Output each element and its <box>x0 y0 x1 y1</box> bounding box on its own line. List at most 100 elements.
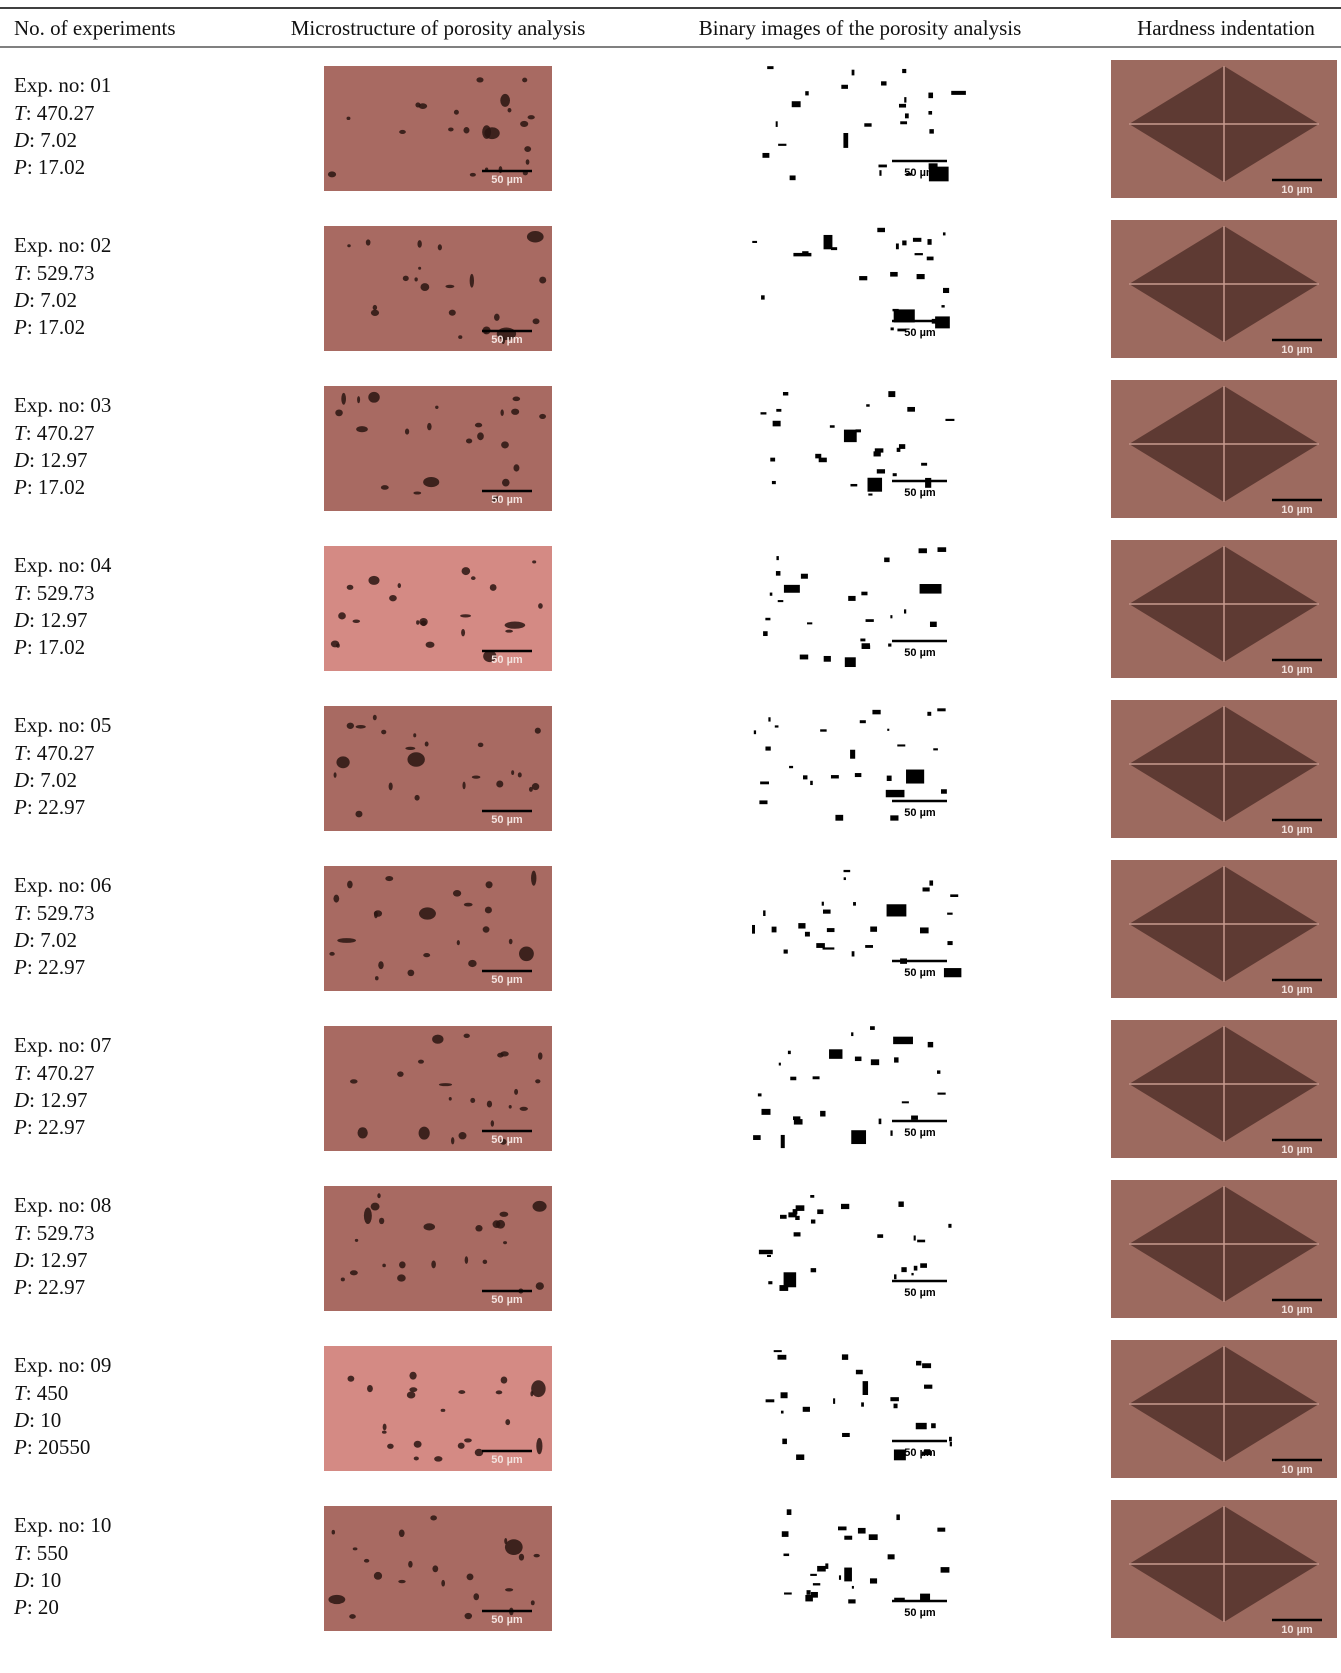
parameter-symbol: D <box>13 1568 29 1592</box>
pore <box>356 725 366 729</box>
hardness-image: 10 µm <box>1111 1340 1337 1478</box>
pore <box>869 1534 878 1540</box>
pore <box>937 1093 945 1095</box>
binary-image: 50 µm <box>754 708 947 820</box>
pore <box>914 1266 918 1271</box>
pore <box>355 1239 358 1242</box>
pore <box>776 571 781 576</box>
pore <box>929 129 933 133</box>
parameter-symbol: P <box>13 315 27 339</box>
scale-label: 50 µm <box>904 1127 936 1139</box>
pore <box>784 585 800 593</box>
pore <box>337 938 356 943</box>
pore <box>888 391 895 397</box>
parameter-value: 470.27 <box>37 741 95 765</box>
pore <box>802 251 808 256</box>
separator: : <box>29 1248 40 1272</box>
pore <box>790 1077 796 1081</box>
pore <box>441 1580 445 1587</box>
pore <box>350 1079 358 1083</box>
pore <box>532 783 539 790</box>
parameter-symbol: D <box>13 768 29 792</box>
pore <box>924 1385 932 1389</box>
pore <box>409 1387 417 1392</box>
parameter: P: 22.97 <box>13 955 85 979</box>
parameter: T: 550 <box>14 1541 68 1565</box>
pore <box>820 729 826 731</box>
pore <box>348 1376 355 1382</box>
separator: : <box>26 421 37 445</box>
parameter-value: 22.97 <box>38 795 85 819</box>
pore <box>417 240 421 248</box>
pore <box>823 910 831 914</box>
pore <box>513 397 521 402</box>
pore <box>896 1514 899 1520</box>
pore <box>805 91 808 95</box>
pore <box>827 928 835 932</box>
pore <box>825 1563 828 1568</box>
pore <box>787 1509 792 1515</box>
pore <box>487 1101 492 1108</box>
parameter-value: 12.97 <box>40 1248 87 1272</box>
pore <box>856 429 861 432</box>
pore <box>831 775 839 778</box>
pore <box>844 1536 852 1540</box>
binary-image: 50 µm <box>761 391 955 499</box>
pore <box>904 97 906 102</box>
pore <box>877 469 885 473</box>
pore <box>336 756 349 768</box>
pore <box>850 750 855 759</box>
pore <box>930 622 937 627</box>
hardness-image: 10 µm <box>1111 700 1337 838</box>
pore <box>898 1201 903 1206</box>
separator: : <box>29 768 40 792</box>
pore <box>531 1600 535 1605</box>
pore <box>838 1526 847 1530</box>
experiment-label: Exp. no: 05 <box>14 713 111 737</box>
pore <box>373 305 377 310</box>
pore <box>328 171 336 177</box>
pore <box>803 1407 810 1412</box>
pore <box>817 1566 826 1572</box>
pore <box>805 932 810 937</box>
parameter: T: 529.73 <box>14 1221 95 1245</box>
separator: : <box>26 1061 37 1085</box>
pore <box>779 1063 781 1066</box>
pore <box>940 324 949 327</box>
pore <box>473 1593 479 1600</box>
pore <box>382 1431 387 1434</box>
scale-label: 10 µm <box>1281 1304 1313 1316</box>
pore <box>844 1568 852 1582</box>
pore <box>762 153 769 158</box>
pore <box>467 1573 474 1580</box>
pore <box>902 1101 909 1103</box>
pore <box>397 1071 403 1077</box>
parameter-value: 7.02 <box>40 288 77 312</box>
experiment-label: Exp. no: 02 <box>14 233 111 257</box>
pore <box>448 127 454 131</box>
parameter-value: 529.73 <box>37 581 95 605</box>
pore <box>460 614 471 617</box>
pore <box>813 1076 820 1079</box>
separator: : <box>27 635 38 659</box>
pore <box>356 426 368 432</box>
separator: : <box>26 1541 37 1565</box>
pore <box>475 1225 482 1232</box>
pore <box>418 1060 424 1064</box>
pore <box>884 558 889 563</box>
parameter-value: 17.02 <box>38 315 85 339</box>
pore <box>364 1208 372 1225</box>
header-cell: No. of experiments <box>14 16 176 40</box>
separator: : <box>26 101 37 125</box>
parameter: T: 470.27 <box>14 421 95 445</box>
parameter-value: 22.97 <box>38 955 85 979</box>
scale-label: 50 µm <box>904 807 936 819</box>
parameter: D: 7.02 <box>13 288 77 312</box>
pore <box>868 493 872 495</box>
pore <box>784 1592 792 1594</box>
scale-label: 10 µm <box>1281 1144 1313 1156</box>
pore <box>761 412 767 414</box>
pore <box>358 1127 368 1138</box>
pore <box>501 441 509 448</box>
pore <box>478 743 484 748</box>
